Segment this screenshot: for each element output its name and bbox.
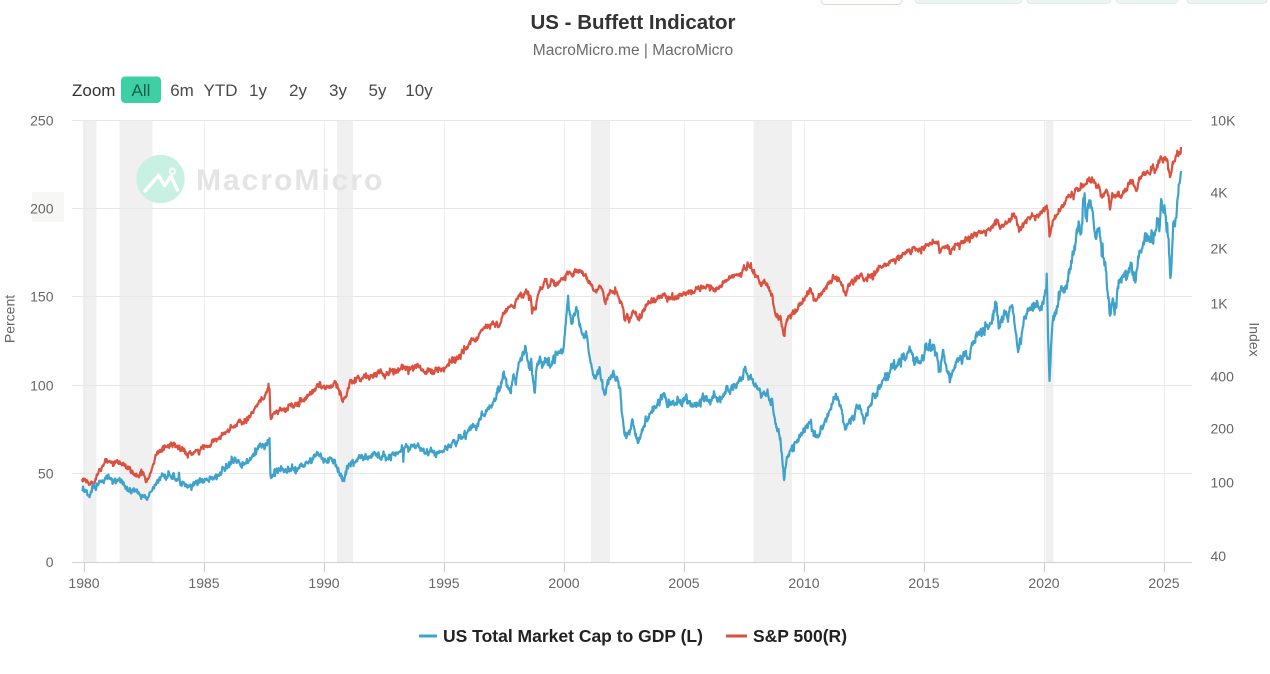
svg-text:1990: 1990 — [308, 575, 339, 591]
svg-text:2K: 2K — [1211, 241, 1229, 257]
svg-text:US - Buffett Indicator: US - Buffett Indicator — [531, 11, 736, 34]
svg-text:6m: 6m — [170, 81, 194, 100]
svg-text:Percent: Percent — [2, 295, 18, 343]
svg-text:1y: 1y — [249, 81, 267, 100]
svg-text:2010: 2010 — [788, 575, 819, 591]
svg-text:150: 150 — [30, 289, 54, 305]
svg-text:1K: 1K — [1211, 296, 1229, 312]
svg-text:200: 200 — [30, 201, 54, 217]
svg-text:2025: 2025 — [1148, 575, 1179, 591]
svg-text:3y: 3y — [329, 81, 347, 100]
svg-text:0: 0 — [46, 554, 54, 570]
svg-text:5y: 5y — [369, 81, 387, 100]
svg-text:100: 100 — [30, 378, 54, 394]
svg-text:1995: 1995 — [428, 575, 459, 591]
svg-text:All: All — [132, 81, 151, 100]
svg-text:2020: 2020 — [1028, 575, 1059, 591]
svg-text:4K: 4K — [1211, 185, 1229, 201]
svg-text:40: 40 — [1211, 548, 1227, 564]
svg-text:2000: 2000 — [548, 575, 579, 591]
svg-text:US Total Market Cap to GDP (L): US Total Market Cap to GDP (L) — [443, 626, 703, 646]
svg-text:10y: 10y — [405, 81, 433, 100]
svg-text:100: 100 — [1211, 475, 1235, 491]
svg-text:Index: Index — [1247, 322, 1263, 356]
svg-text:YTD: YTD — [204, 81, 238, 100]
svg-text:250: 250 — [30, 113, 54, 129]
svg-text:2005: 2005 — [668, 575, 699, 591]
svg-text:400: 400 — [1211, 369, 1235, 385]
svg-text:Zoom: Zoom — [72, 81, 115, 100]
svg-text:50: 50 — [38, 466, 54, 482]
svg-text:2y: 2y — [289, 81, 307, 100]
svg-text:2015: 2015 — [908, 575, 939, 591]
svg-text:10K: 10K — [1211, 113, 1237, 129]
svg-text:200: 200 — [1211, 421, 1235, 437]
svg-text:MacroMicro: MacroMicro — [196, 164, 384, 197]
svg-text:1985: 1985 — [188, 575, 219, 591]
svg-text:S&P 500(R): S&P 500(R) — [753, 626, 847, 646]
svg-text:MacroMicro.me | MacroMicro: MacroMicro.me | MacroMicro — [533, 42, 733, 59]
svg-text:1980: 1980 — [68, 575, 99, 591]
